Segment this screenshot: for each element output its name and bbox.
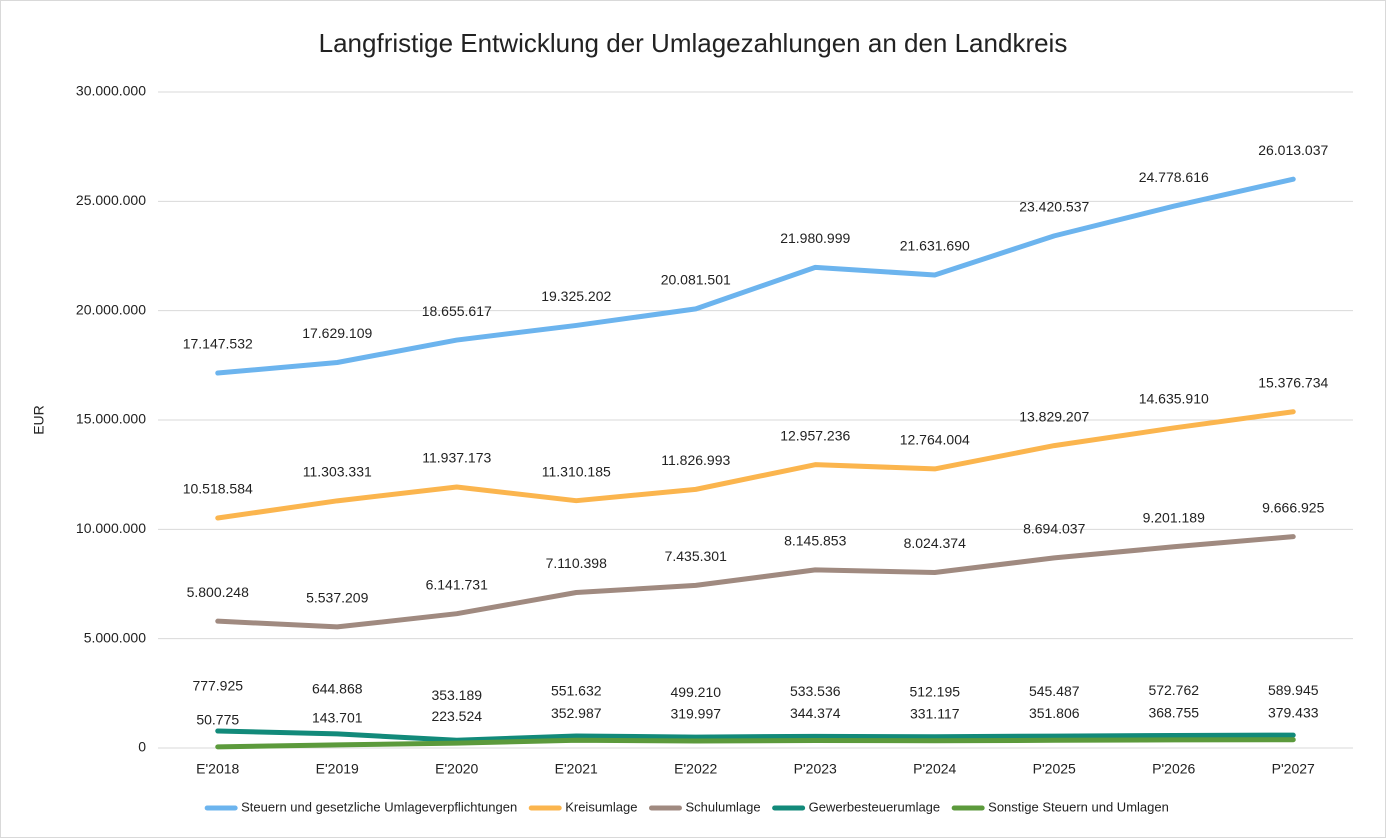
data-label: 368.755 xyxy=(1148,705,1199,721)
chart-title: Langfristige Entwicklung der Umlagezahlu… xyxy=(319,28,1068,58)
data-label: 11.310.185 xyxy=(542,463,611,479)
data-label: 331.117 xyxy=(910,705,960,721)
y-tick-label: 30.000.000 xyxy=(76,83,146,99)
x-tick-label: E'2022 xyxy=(674,761,717,777)
data-label: 6.141.731 xyxy=(426,576,488,592)
data-label: 8.145.853 xyxy=(784,533,846,549)
series-line xyxy=(215,737,1296,750)
data-label: 512.195 xyxy=(909,684,960,700)
data-label: 352.987 xyxy=(551,705,602,721)
data-label: 20.081.501 xyxy=(661,272,731,288)
data-label: 21.980.999 xyxy=(780,230,850,246)
data-label: 24.778.616 xyxy=(1139,169,1209,185)
x-tick-label: E'2020 xyxy=(435,761,478,777)
data-label: 344.374 xyxy=(790,705,841,721)
data-label: 7.435.301 xyxy=(665,548,727,564)
data-label: 11.303.331 xyxy=(303,464,372,480)
data-label: 143.701 xyxy=(312,710,363,726)
data-label: 8.694.037 xyxy=(1023,521,1085,537)
x-tick-label: E'2019 xyxy=(316,761,359,777)
data-label: 11.937.173 xyxy=(422,450,491,466)
data-label: 572.762 xyxy=(1148,682,1199,698)
legend-label: Kreisumlage xyxy=(565,799,637,814)
data-label: 13.829.207 xyxy=(1019,408,1089,424)
y-tick-label: 10.000.000 xyxy=(76,520,146,536)
x-tick-label: P'2026 xyxy=(1152,761,1195,777)
data-label: 533.536 xyxy=(790,683,841,699)
data-label: 5.537.209 xyxy=(306,590,368,606)
y-axis-label: EUR xyxy=(31,405,47,435)
data-label: 379.433 xyxy=(1268,704,1319,720)
series-line xyxy=(215,728,1296,743)
data-label: 319.997 xyxy=(670,706,721,722)
data-label: 21.631.690 xyxy=(900,238,970,254)
data-label: 19.325.202 xyxy=(541,288,611,304)
data-label: 50.775 xyxy=(196,712,239,728)
y-tick-label: 5.000.000 xyxy=(84,629,146,645)
data-label: 11.826.993 xyxy=(661,452,730,468)
data-label: 26.013.037 xyxy=(1258,142,1328,158)
data-label: 23.420.537 xyxy=(1019,199,1089,215)
data-label: 5.800.248 xyxy=(187,584,249,600)
data-label: 10.518.584 xyxy=(183,481,253,497)
legend-label: Steuern und gesetzliche Umlageverpflicht… xyxy=(241,799,517,814)
data-label: 17.629.109 xyxy=(302,325,372,341)
x-tick-label: E'2021 xyxy=(555,761,598,777)
legend-label: Sonstige Steuern und Umlagen xyxy=(988,799,1169,814)
data-label: 9.201.189 xyxy=(1143,510,1205,526)
data-label: 223.524 xyxy=(431,708,482,724)
series-line xyxy=(215,176,1296,376)
data-label: 8.024.374 xyxy=(904,535,966,551)
data-label: 14.635.910 xyxy=(1139,391,1209,407)
data-label: 499.210 xyxy=(670,684,721,700)
series-line xyxy=(215,409,1296,521)
data-label: 9.666.925 xyxy=(1262,499,1324,515)
x-tick-label: P'2023 xyxy=(794,761,837,777)
x-tick-label: P'2024 xyxy=(913,761,956,777)
series-line xyxy=(215,534,1296,630)
data-label: 12.957.236 xyxy=(780,427,850,443)
y-tick-label: 20.000.000 xyxy=(76,301,146,317)
x-tick-label: P'2025 xyxy=(1033,761,1076,777)
data-label: 644.868 xyxy=(312,681,363,697)
data-label: 545.487 xyxy=(1029,683,1080,699)
y-tick-label: 25.000.000 xyxy=(76,192,146,208)
data-label: 551.632 xyxy=(551,683,602,699)
legend-label: Gewerbesteuerumlage xyxy=(809,799,941,814)
data-label: 589.945 xyxy=(1268,682,1319,698)
x-tick-label: P'2027 xyxy=(1272,761,1315,777)
data-label: 7.110.398 xyxy=(546,555,607,571)
y-tick-label: 0 xyxy=(138,739,146,755)
data-label: 353.189 xyxy=(431,687,482,703)
x-tick-label: E'2018 xyxy=(196,761,239,777)
data-label: 351.806 xyxy=(1029,705,1080,721)
data-label: 777.925 xyxy=(192,678,243,694)
data-label: 12.764.004 xyxy=(900,432,970,448)
legend-label: Schulumlage xyxy=(685,799,760,814)
y-tick-label: 15.000.000 xyxy=(76,411,146,427)
data-label: 18.655.617 xyxy=(422,303,492,319)
data-label: 17.147.532 xyxy=(183,336,253,352)
data-label: 15.376.734 xyxy=(1258,374,1328,390)
